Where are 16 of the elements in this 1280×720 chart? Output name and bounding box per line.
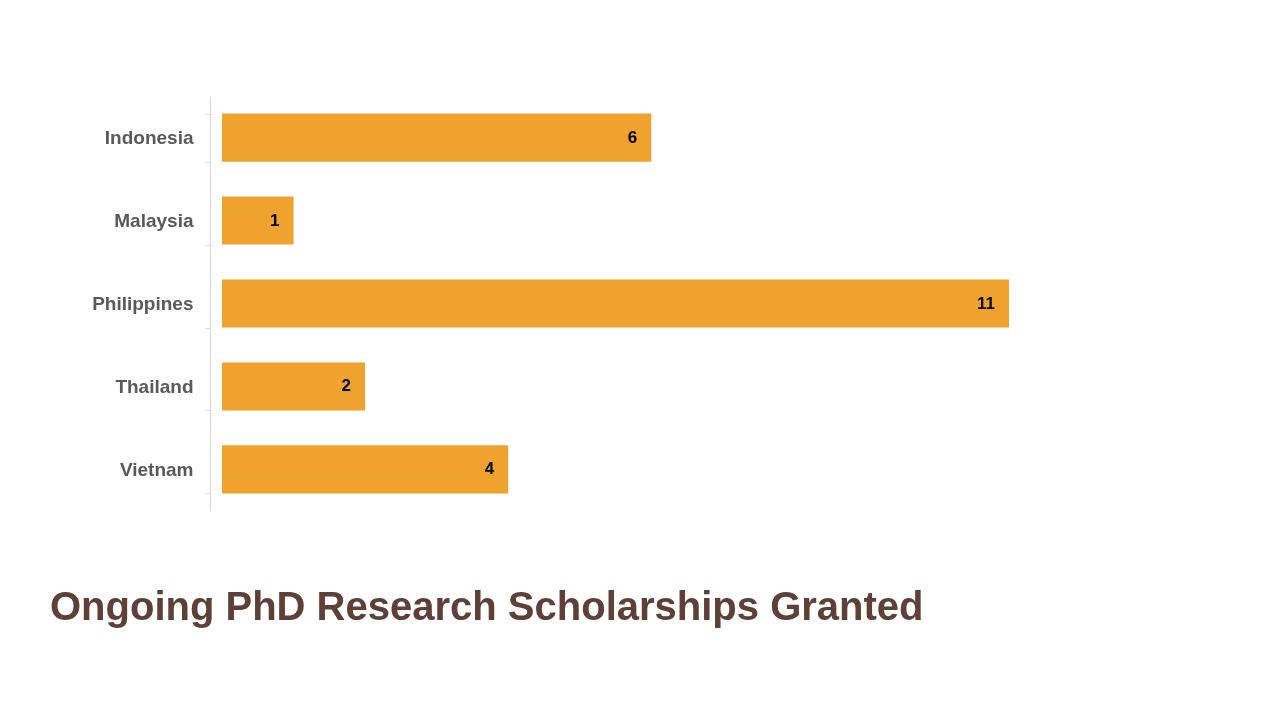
bar — [222, 279, 1009, 328]
y-tick-label: Vietnam — [119, 458, 194, 480]
y-tick-label: Thailand — [115, 375, 194, 397]
bar — [222, 113, 652, 162]
bar — [222, 196, 294, 245]
y-tick-label: Philippines — [92, 293, 194, 314]
data-label: 2 — [341, 376, 352, 396]
data-label: 1 — [270, 210, 280, 230]
bar — [222, 362, 366, 411]
y-tick-label: Malaysia — [114, 210, 194, 232]
data-label: 4 — [484, 459, 495, 479]
data-label: 11 — [977, 293, 995, 313]
bar — [222, 445, 509, 494]
text: Ongoing PhD Research Scholarships Granted — [50, 584, 924, 628]
data-label: 6 — [627, 127, 638, 147]
y-tick-label: Indonesia — [104, 127, 194, 149]
